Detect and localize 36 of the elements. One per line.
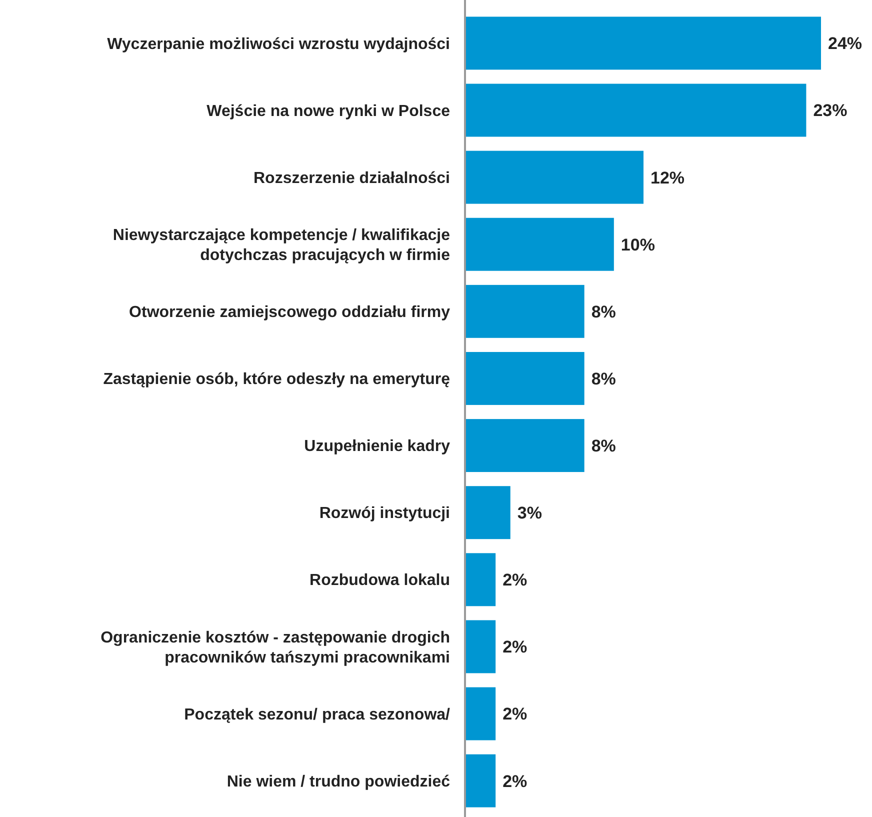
- bar: [466, 620, 496, 674]
- y-tick-label: Rozszerzenie działalności: [253, 170, 450, 187]
- data-label: 8%: [591, 436, 616, 456]
- y-tick-label: Początek sezonu/ praca sezonowa/: [184, 706, 451, 724]
- bar: [466, 553, 496, 606]
- bar: [466, 486, 510, 540]
- data-label: 2%: [502, 704, 528, 724]
- bar: [466, 218, 614, 271]
- y-tick-label: Ograniczenie kosztów - zastępowanie drogich pracowników tańszymi pracownikami: [100, 629, 450, 666]
- data-label: 24%: [828, 34, 862, 54]
- bar: [466, 419, 584, 472]
- bar: [466, 754, 496, 808]
- data-label: 2%: [502, 772, 528, 791]
- y-tick-label: Wejście na nowe rynki w Polsce: [206, 102, 450, 120]
- bar: [466, 84, 806, 137]
- data-label: 8%: [591, 302, 616, 322]
- y-tick-label: Rozbudowa lokalu: [310, 572, 450, 590]
- y-tick-label: Uzupełnienie kadry: [304, 438, 450, 456]
- data-label: 23%: [813, 101, 848, 120]
- data-label: 8%: [591, 369, 616, 388]
- bar: [466, 352, 584, 405]
- y-tick-label: Wyczerpanie możliwości wzrostu wydajności: [107, 36, 450, 53]
- data-label: 10%: [620, 235, 655, 254]
- y-tick-label: Otworzenie zamiejscowego oddziału firmy: [129, 304, 450, 322]
- data-label: 12%: [650, 168, 685, 188]
- bar: [466, 150, 644, 204]
- bar: [466, 284, 584, 338]
- data-label: 3%: [517, 504, 542, 523]
- bar: [466, 16, 821, 70]
- data-label: 2%: [502, 570, 528, 590]
- bar: [466, 687, 496, 740]
- y-tick-label: Niewystarczające kompetencje / kwalifikacje dotychczas pracujących w firmie: [112, 226, 450, 264]
- y-tick-label: Rozwój instytucji: [319, 505, 450, 522]
- data-label: 2%: [502, 638, 528, 657]
- y-tick-label: Nie wiem / trudno powiedzieć: [226, 773, 450, 790]
- y-tick-label: Zastąpienie osób, które odeszły na emeryturę: [103, 371, 450, 388]
